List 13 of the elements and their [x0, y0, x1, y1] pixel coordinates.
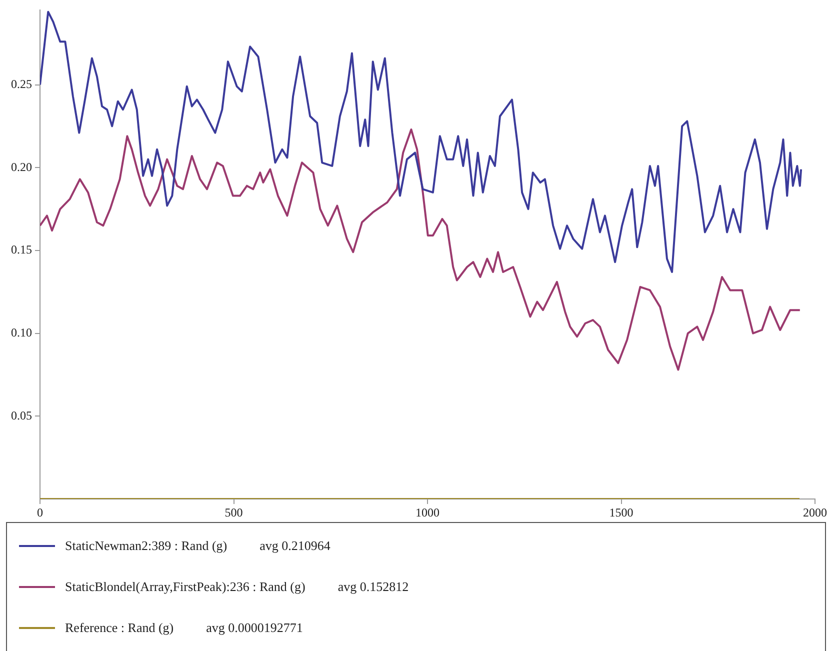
x-tick-label: 2000	[803, 505, 827, 520]
x-tick-label: 1000	[416, 505, 440, 520]
x-tick-label: 500	[224, 505, 243, 520]
x-tick-label: 1500	[609, 505, 634, 520]
y-tick-label: 0.05	[11, 408, 32, 422]
x-tick-label: 0	[37, 505, 43, 520]
legend-label: StaticNewman2:389 : Rand (g) avg 0.210964	[65, 538, 330, 554]
legend-label: StaticBlondel(Array,FirstPeak):236 : Rand (g) avg 0.152812	[65, 578, 409, 594]
y-tick-label: 0.20	[11, 160, 32, 174]
legend-label: Reference : Rand (g) avg 0.0000192771	[65, 620, 303, 636]
y-tick-label: 0.15	[11, 242, 32, 257]
y-tick-label: 0.25	[11, 76, 32, 91]
y-tick-label: 0.10	[11, 325, 32, 340]
